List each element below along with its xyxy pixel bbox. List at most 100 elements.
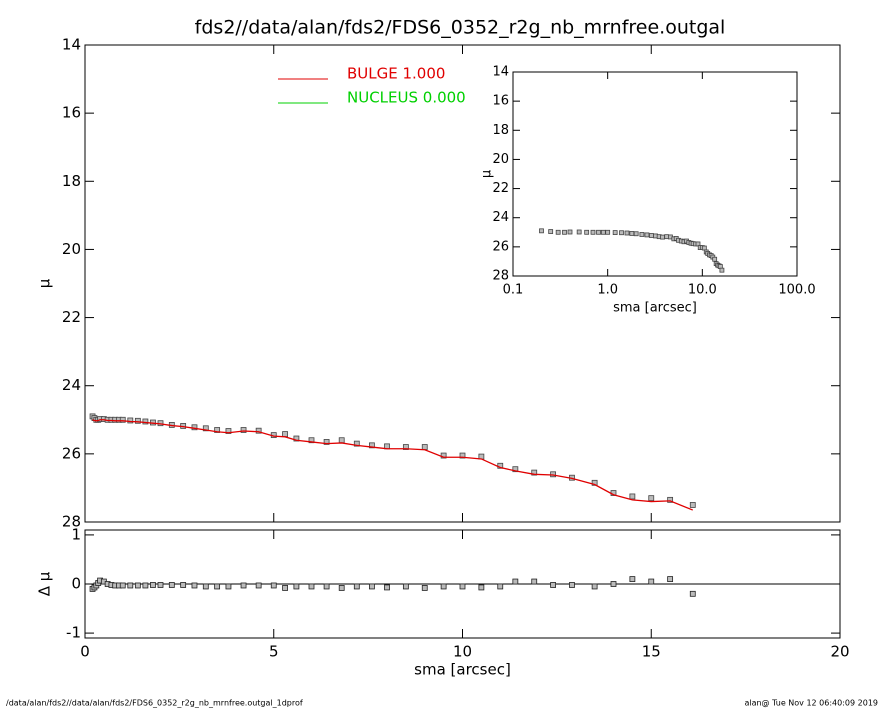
legend-label: NUCLEUS 0.000 (347, 89, 466, 107)
data-point (701, 245, 707, 251)
data-point (440, 583, 447, 590)
data-point (308, 583, 315, 590)
x-tick-label: 1.0 (597, 283, 618, 298)
footer-left: /data/alan/fds2//data/alan/fds2/FDS6_035… (6, 699, 303, 708)
y-tick-label: 24 (492, 210, 509, 225)
data-point (127, 582, 134, 589)
data-point (648, 495, 655, 502)
x-tick-label: 10.0 (688, 283, 717, 298)
y-tick-label: 26 (492, 239, 509, 254)
data-point (569, 582, 575, 588)
data-point (402, 583, 409, 590)
data-point (191, 582, 198, 589)
data-point (127, 417, 134, 424)
data-point (539, 228, 544, 234)
model-line (92, 419, 694, 511)
data-point (421, 444, 428, 450)
data-point (353, 440, 360, 447)
y-tick-label: 16 (62, 104, 81, 122)
data-point (633, 231, 639, 237)
data-point (689, 502, 696, 508)
x-tick-label: 20 (830, 643, 849, 661)
legend-label: BULGE 1.000 (347, 65, 445, 83)
data-point (610, 581, 617, 587)
data-point (119, 416, 126, 423)
data-point (119, 582, 126, 589)
data-point (605, 229, 611, 235)
data-point (402, 444, 409, 450)
data-point (459, 583, 466, 590)
data-point (353, 583, 360, 590)
data-point (478, 584, 485, 591)
data-point (584, 229, 590, 235)
data-point (612, 230, 618, 235)
data-point (555, 229, 561, 235)
data-point (719, 267, 725, 273)
data-point (591, 479, 598, 486)
data-point (142, 582, 149, 589)
x-axis-label: sma [arcsec] (414, 661, 511, 679)
data-point (649, 233, 654, 238)
y-tick-label: 28 (62, 513, 81, 531)
data-point (214, 583, 221, 590)
data-point (660, 234, 665, 240)
x-tick-label: 0.1 (503, 283, 524, 298)
data-point (180, 582, 187, 588)
data-point (282, 585, 288, 591)
data-point (629, 576, 636, 582)
y-tick-label: 20 (492, 152, 509, 167)
data-point (531, 578, 538, 585)
data-point (562, 229, 567, 235)
data-point (293, 583, 300, 590)
footer-right: alan@ Tue Nov 12 06:40:09 2019 (744, 699, 878, 708)
data-point (338, 437, 345, 444)
data-point (629, 231, 635, 236)
y-tick-label: 26 (62, 444, 81, 462)
data-point (282, 431, 288, 437)
data-point (293, 435, 300, 442)
data-point (214, 427, 221, 433)
data-point (134, 417, 141, 424)
data-point (225, 428, 232, 434)
y-axis-label: μ (480, 170, 495, 178)
plot-frame (512, 71, 798, 277)
y-tick-label: 20 (62, 240, 81, 258)
data-point (512, 578, 519, 585)
data-point (202, 583, 209, 590)
data-point (629, 493, 636, 500)
data-point (240, 582, 247, 589)
data-point (168, 582, 175, 588)
data-point (591, 583, 598, 590)
data-point (512, 466, 519, 473)
x-tick-label: 5 (269, 643, 279, 661)
data-point (576, 229, 582, 235)
data-point (712, 256, 718, 262)
data-point (338, 585, 345, 591)
data-point (600, 229, 606, 235)
data-point (667, 496, 674, 503)
data-point (421, 585, 428, 591)
y-tick-label: 18 (62, 172, 81, 190)
x-tick-label: 0 (80, 643, 90, 661)
x-tick-label: 100.0 (778, 283, 815, 298)
data-point (624, 230, 630, 236)
data-point (689, 590, 696, 597)
data-point (255, 582, 262, 589)
data-point (142, 418, 149, 425)
data-point (323, 583, 330, 590)
x-tick-label: 15 (642, 643, 661, 661)
y-tick-label: 28 (492, 269, 509, 284)
data-point (368, 583, 375, 590)
y-tick-label: 14 (492, 65, 509, 80)
data-point (531, 469, 538, 476)
data-point (639, 232, 645, 237)
y-tick-label: 24 (62, 376, 81, 394)
data-point (644, 232, 650, 238)
y-tick-label: 18 (492, 123, 509, 138)
data-point (368, 442, 375, 449)
y-axis-label: μ (36, 278, 54, 288)
data-point (550, 582, 556, 588)
data-point (225, 583, 232, 590)
data-point (134, 582, 141, 589)
